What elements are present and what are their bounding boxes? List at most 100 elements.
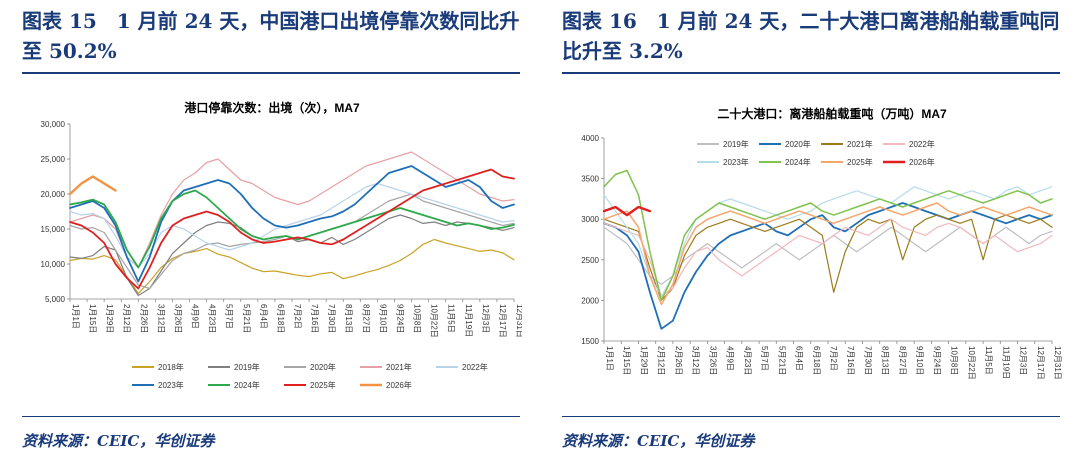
- legend-label: 2020年: [785, 139, 811, 149]
- x-tick-label: 4月23日: [743, 346, 752, 375]
- x-tick-label: 11月19日: [464, 304, 473, 337]
- series-line-2026年: [68, 175, 117, 196]
- x-tick-label: 7月2日: [829, 346, 838, 371]
- x-tick-label: 11月5日: [447, 304, 456, 333]
- x-tick-label: 11月19日: [1001, 346, 1010, 379]
- x-tick-label: 11月5日: [984, 346, 993, 375]
- legend-label: 2023年: [158, 380, 184, 390]
- x-tick-label: 5月7日: [760, 346, 769, 371]
- x-tick-label: 12月31日: [515, 304, 522, 338]
- x-tick-label: 7月30日: [327, 304, 336, 333]
- x-tick-label: 7月2日: [293, 304, 302, 329]
- series-line-2025年: [69, 168, 515, 290]
- legend-label: 2018年: [158, 362, 184, 372]
- legend-label: 2026年: [386, 380, 412, 390]
- x-tick-label: 5月21日: [777, 346, 786, 375]
- left-panel-heading: 图表 15 1 月前 24 天，中国港口出境停靠次数同比升至 50.2%: [22, 9, 520, 63]
- x-tick-label: 12月31日: [1053, 346, 1062, 380]
- legend-label: 2024年: [785, 157, 811, 167]
- legend-label: 2021年: [847, 139, 873, 149]
- x-tick-label: 4月9日: [726, 346, 735, 371]
- x-tick-label: 2月26日: [674, 346, 683, 375]
- series-line-2022年: [603, 218, 1053, 297]
- legend-label: 2020年: [310, 362, 336, 372]
- series-line-2025年: [603, 202, 1053, 306]
- legend-label: 2021年: [386, 362, 412, 372]
- x-tick-label: 10月22日: [430, 304, 439, 338]
- right-source-rule: [562, 416, 1060, 417]
- left-panel: 图表 15 1 月前 24 天，中国港口出境停靠次数同比升至 50.2% 港口停…: [22, 9, 522, 450]
- series-line-2022年: [69, 182, 515, 269]
- x-tick-label: 12月17日: [1036, 346, 1045, 380]
- x-tick-label: 8月27日: [361, 304, 370, 333]
- x-tick-label: 6月18日: [812, 346, 821, 375]
- right-source-note: 资料来源：CEIC，华创证券: [562, 432, 755, 450]
- x-tick-label: 1月1日: [71, 304, 80, 329]
- x-tick-label: 10月8日: [413, 304, 422, 333]
- right-panel: 图表 16 1 月前 24 天，二十大港口离港船舶载重吨同比升至 3.2% 二十…: [540, 0, 1080, 465]
- legend-label: 2023年: [723, 157, 749, 167]
- legend-label: 2022年: [909, 139, 935, 149]
- x-tick-label: 3月26日: [173, 304, 182, 333]
- series-line-2021年: [69, 151, 515, 269]
- y-tick-label: 1500: [581, 337, 599, 346]
- x-tick-label: 12月3日: [1019, 346, 1028, 375]
- y-tick-label: 4000: [581, 134, 599, 143]
- x-tick-label: 10月22日: [967, 346, 976, 380]
- y-tick-label: 25,000: [41, 155, 66, 164]
- legend-label: 2026年: [909, 157, 935, 167]
- x-tick-label: 10月8日: [950, 346, 959, 375]
- x-tick-label: 9月24日: [395, 304, 404, 333]
- x-tick-label: 2月12日: [122, 304, 131, 333]
- legend-label: 2019年: [723, 139, 749, 149]
- y-tick-label: 30,000: [41, 120, 66, 129]
- x-tick-label: 4月23日: [208, 304, 217, 333]
- y-tick-label: 20,000: [41, 190, 66, 199]
- x-tick-label: 3月12日: [691, 346, 700, 375]
- legend-label: 2025年: [847, 157, 873, 167]
- series-line-2023年: [603, 186, 1053, 297]
- series-line-2018年: [69, 238, 515, 294]
- x-tick-label: 1月15日: [622, 346, 631, 375]
- y-tick-label: 3500: [581, 175, 599, 184]
- x-tick-label: 7月16日: [310, 304, 319, 333]
- x-tick-label: 12月3日: [481, 304, 490, 333]
- legend-label: 2022年: [462, 362, 488, 372]
- y-tick-label: 15,000: [41, 225, 66, 234]
- legend-label: 2025年: [310, 380, 336, 390]
- x-tick-label: 1月15日: [88, 304, 97, 333]
- chart-title: 二十大港口：离港船舶载重吨（万吨）MA7: [717, 106, 947, 121]
- right-panel-heading: 图表 16 1 月前 24 天，二十大港口离港船舶载重吨同比升至 3.2%: [562, 9, 1060, 63]
- series-line-2024年: [603, 169, 1053, 302]
- x-tick-label: 6月4日: [795, 346, 804, 371]
- x-tick-label: 3月12日: [156, 304, 165, 333]
- legend-label: 2019年: [234, 362, 260, 372]
- x-tick-label: 12月17日: [498, 304, 507, 338]
- x-tick-label: 5月7日: [225, 304, 234, 329]
- right-heading-rule: [562, 72, 1060, 74]
- y-tick-label: 2500: [581, 256, 599, 265]
- x-tick-label: 8月13日: [344, 304, 353, 333]
- y-tick-label: 3000: [581, 215, 599, 224]
- series-line-2026年: [602, 205, 652, 217]
- x-tick-label: 7月30日: [863, 346, 872, 375]
- x-tick-label: 9月10日: [915, 346, 924, 375]
- x-tick-label: 3月26日: [708, 346, 717, 375]
- x-tick-label: 8月27日: [898, 346, 907, 375]
- x-tick-label: 2月26日: [139, 304, 148, 333]
- x-tick-label: 1月29日: [639, 346, 648, 375]
- left-source-rule: [22, 416, 520, 417]
- y-tick-label: 2000: [581, 296, 599, 305]
- tonnage-chart: 二十大港口：离港船舶载重吨（万吨）MA7 1500 2000 2500 3000 3500…: [581, 106, 1062, 380]
- left-source-note: 资料来源：CEIC，华创证券: [22, 432, 215, 450]
- x-tick-label: 5月21日: [242, 304, 251, 333]
- legend-label: 2024年: [234, 380, 260, 390]
- x-tick-label: 6月4日: [259, 304, 268, 329]
- y-tick-label: 5,000: [45, 295, 66, 304]
- x-tick-label: 7月16日: [846, 346, 855, 375]
- chart-title: 港口停靠次数：出境（次），MA7: [184, 100, 360, 115]
- y-tick-label: 10,000: [41, 260, 66, 269]
- x-tick-label: 6月18日: [276, 304, 285, 333]
- x-tick-label: 8月13日: [881, 346, 890, 375]
- x-tick-label: 9月10日: [378, 304, 387, 333]
